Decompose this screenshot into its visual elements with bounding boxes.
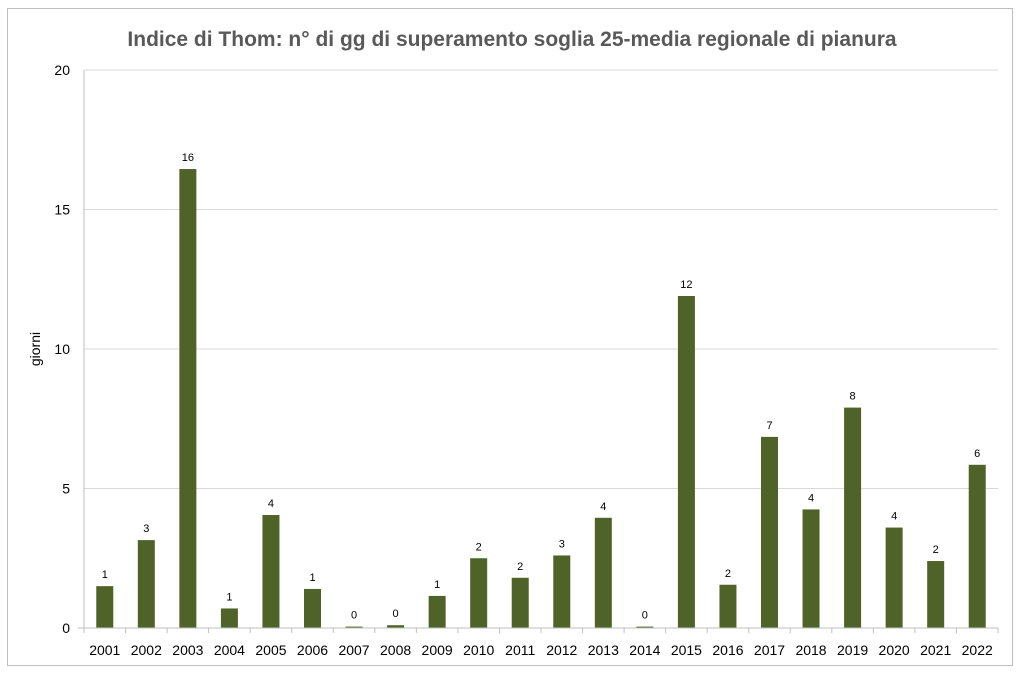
x-tick-label: 2006: [297, 642, 328, 658]
x-tick-label: 2008: [380, 642, 411, 658]
x-tick-label: 2013: [588, 642, 619, 658]
x-tick-label: 2007: [338, 642, 369, 658]
x-tick-label: 2018: [795, 642, 826, 658]
x-tick-label: 2003: [172, 642, 203, 658]
bar: [719, 584, 737, 628]
data-label: 1: [102, 569, 108, 581]
data-label: 6: [974, 448, 980, 460]
data-label: 1: [309, 572, 315, 584]
bar: [553, 555, 571, 628]
bar: [802, 509, 820, 628]
data-label: 2: [933, 544, 939, 556]
bar: [345, 626, 363, 628]
chart-title: Indice di Thom: n° di gg di superamento …: [127, 28, 896, 51]
data-label: 0: [642, 610, 648, 622]
data-label: 4: [808, 492, 814, 504]
bar: [220, 608, 238, 628]
x-tick-label: 2022: [962, 642, 993, 658]
data-label: 0: [393, 608, 399, 620]
x-tick-label: 2016: [712, 642, 743, 658]
x-tick-label: 2015: [671, 642, 702, 658]
bar: [844, 407, 862, 628]
bar: [885, 527, 903, 628]
x-tick-label: 2014: [629, 642, 660, 658]
y-tick-label: 20: [54, 62, 70, 78]
x-tick-label: 2012: [546, 642, 577, 658]
y-tick-label: 0: [62, 620, 70, 636]
bar: [761, 436, 778, 628]
data-label: 2: [476, 541, 482, 553]
bar: [677, 295, 695, 628]
data-label: 7: [766, 420, 772, 432]
bar: [387, 625, 405, 628]
data-label: 4: [891, 511, 897, 523]
x-tick-label: 2021: [920, 642, 951, 658]
x-tick-label: 2017: [754, 642, 785, 658]
data-label: 2: [725, 568, 731, 580]
x-tick-label: 2011: [505, 642, 535, 658]
bars: [96, 169, 986, 629]
data-label: 3: [143, 523, 149, 535]
y-tick-label: 15: [54, 202, 70, 218]
x-tick-label: 2009: [422, 642, 453, 658]
x-tick-label: 2010: [463, 642, 494, 658]
bar: [96, 586, 114, 628]
bar: [428, 595, 446, 628]
data-label: 8: [850, 391, 856, 403]
bar: [968, 464, 986, 628]
data-label: 3: [559, 538, 565, 550]
data-label: 16: [182, 152, 194, 164]
x-tick-label: 2001: [89, 642, 120, 658]
bar: [636, 626, 654, 628]
bar: [179, 169, 197, 629]
x-tick-label: 2019: [837, 642, 868, 658]
data-label: 1: [434, 579, 440, 591]
bar: [511, 577, 529, 628]
bar: [927, 561, 945, 628]
bar: [594, 517, 612, 628]
x-tick-label: 2020: [879, 642, 910, 658]
bar: [137, 540, 155, 628]
x-tick-label: 2005: [255, 642, 286, 658]
bar: [304, 588, 321, 628]
data-label: 4: [600, 501, 606, 513]
y-tick-label: 10: [54, 341, 70, 357]
bar: [262, 515, 280, 628]
data-label: 2: [517, 561, 523, 573]
data-label: 0: [351, 610, 357, 622]
y-tick-label: 5: [62, 481, 70, 497]
bar: [470, 558, 488, 628]
x-tick-label: 2002: [131, 642, 162, 658]
x-tick-label: 2004: [214, 642, 245, 658]
data-label: 4: [268, 498, 274, 510]
data-label: 12: [680, 279, 692, 291]
y-axis-label: giorni: [27, 332, 43, 366]
data-label: 1: [226, 591, 232, 603]
